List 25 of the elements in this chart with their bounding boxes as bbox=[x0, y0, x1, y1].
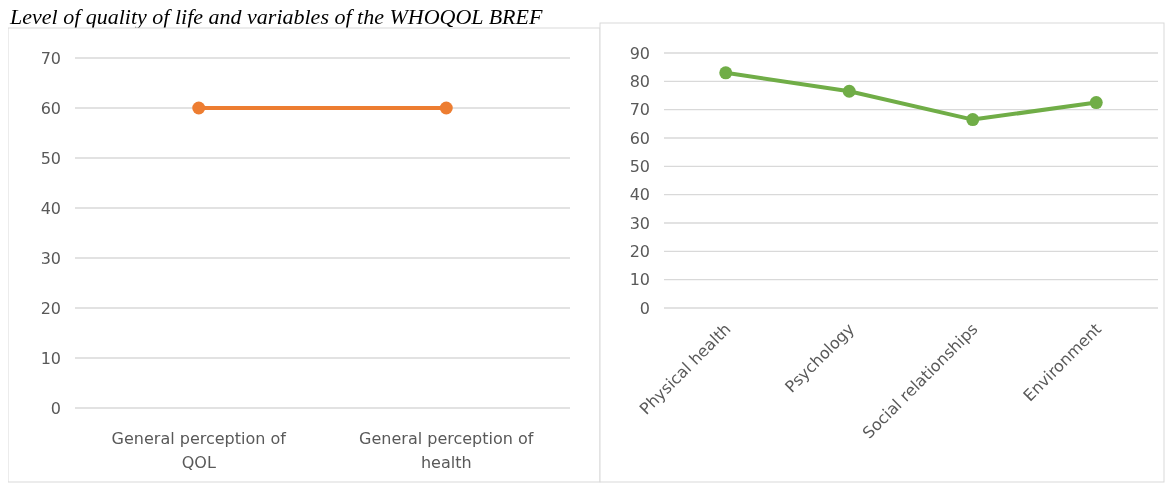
y-tick-label: 50 bbox=[629, 156, 650, 176]
y-tick-label: 60 bbox=[40, 98, 61, 118]
y-tick-label: 40 bbox=[629, 185, 650, 205]
y-tick-label: 20 bbox=[629, 241, 650, 261]
y-tick-label: 70 bbox=[629, 100, 650, 120]
point bbox=[966, 113, 980, 127]
y-tick-label: 90 bbox=[629, 43, 650, 63]
y-tick-label: 70 bbox=[40, 48, 61, 68]
x-tick-label: General perception of QOL bbox=[111, 429, 287, 472]
y-tick-label: 10 bbox=[40, 348, 61, 368]
point bbox=[1089, 96, 1103, 110]
y-tick-label: 80 bbox=[629, 71, 650, 91]
y-tick-label: 30 bbox=[629, 213, 650, 233]
point bbox=[842, 84, 856, 98]
y-tick-label: 20 bbox=[40, 298, 61, 318]
point bbox=[719, 66, 733, 80]
y-tick-label: 0 bbox=[639, 298, 650, 318]
y-tick-label: 40 bbox=[40, 198, 61, 218]
y-tick-label: 0 bbox=[50, 398, 61, 418]
y-tick-label: 30 bbox=[40, 248, 61, 268]
chart-title: Level of quality of life and variables of the WHOQOL BREF bbox=[9, 4, 543, 29]
y-tick-label: 60 bbox=[629, 128, 650, 148]
y-tick-label: 10 bbox=[629, 270, 650, 290]
y-tick-label: 50 bbox=[40, 148, 61, 168]
x-tick-label: General perception of health bbox=[359, 429, 534, 472]
